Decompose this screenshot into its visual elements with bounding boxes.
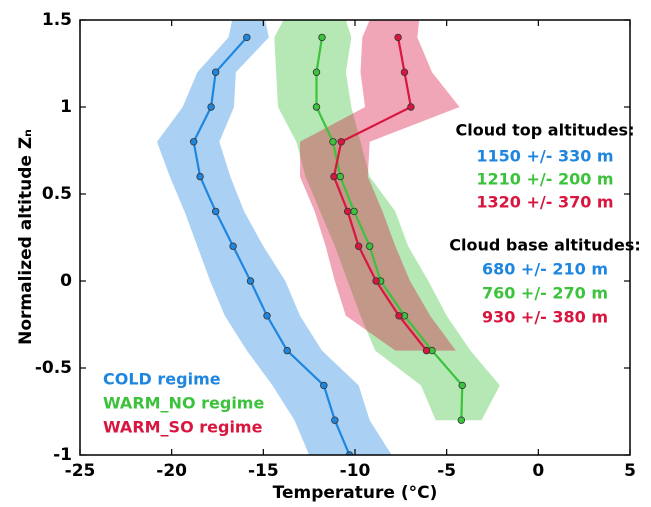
data-point: [283, 346, 291, 355]
data-point: [330, 172, 338, 181]
data-point: [422, 346, 431, 355]
annotation: 1320 +/- 370 m: [476, 193, 613, 212]
x-tick-label: 0: [532, 461, 544, 481]
series-line: [332, 37, 428, 352]
data-point: [329, 138, 337, 146]
data-point: [263, 312, 271, 320]
data-point: [318, 33, 326, 42]
data-point: [337, 138, 345, 146]
uncertainty-band: [300, 20, 460, 351]
y-tick-label: 1: [60, 97, 72, 117]
data-point: [312, 103, 321, 111]
x-tick-label: -15: [248, 461, 279, 481]
annotation: Cloud top altitudes:: [456, 121, 635, 140]
uncertainty-band: [157, 20, 392, 455]
data-point: [243, 33, 251, 42]
x-tick-label: -20: [156, 461, 187, 481]
series-line: [315, 37, 464, 421]
data-point: [211, 207, 220, 216]
annotation: 930 +/- 380 m: [482, 308, 608, 327]
data-point: [246, 277, 255, 285]
data-point: [354, 242, 363, 250]
x-tick-label: -5: [437, 461, 456, 481]
legend-entry: WARM_SO regime: [103, 418, 263, 437]
data-point: [395, 312, 403, 320]
data-point: [189, 138, 198, 146]
data-point: [407, 103, 415, 111]
plot-area: [157, 20, 500, 455]
data-point: [345, 451, 354, 455]
x-tick-label: 5: [624, 461, 636, 481]
data-point: [320, 381, 328, 390]
annotation: 760 +/- 270 m: [482, 284, 608, 303]
y-tick-label: 0.5: [42, 184, 72, 204]
x-tick-label: -10: [340, 461, 371, 481]
data-point: [400, 68, 409, 76]
y-axis-title: Normalized altitude Zₙ: [16, 129, 36, 345]
y-tick-label: -0.5: [35, 358, 72, 378]
data-point: [196, 172, 204, 181]
data-point: [457, 416, 466, 424]
data-point: [458, 381, 466, 390]
annotation: 680 +/- 210 m: [482, 260, 608, 279]
data-point: [331, 416, 339, 424]
data-point: [336, 172, 345, 181]
x-tick-label: -25: [65, 461, 96, 481]
data-point: [343, 207, 352, 216]
annotation: 1210 +/- 200 m: [476, 170, 613, 189]
x-axis-title: Temperature (°C): [273, 483, 438, 503]
annotation: 1150 +/- 330 m: [476, 147, 613, 166]
uncertainty-band: [274, 20, 500, 421]
data-point: [350, 207, 358, 216]
legend-entry: WARM_NO regime: [103, 394, 264, 413]
data-point: [211, 68, 220, 76]
data-point: [394, 33, 402, 42]
y-tick-label: -1: [53, 445, 72, 465]
data-point: [312, 68, 321, 76]
data-point: [229, 242, 237, 250]
y-tick-label: 0: [60, 271, 72, 291]
legend-entry: COLD regime: [103, 370, 221, 389]
data-point: [365, 242, 374, 250]
annotation: Cloud base altitudes:: [449, 236, 641, 255]
y-tick-label: 1.5: [42, 10, 72, 30]
data-point: [372, 277, 380, 285]
data-point: [207, 103, 215, 111]
